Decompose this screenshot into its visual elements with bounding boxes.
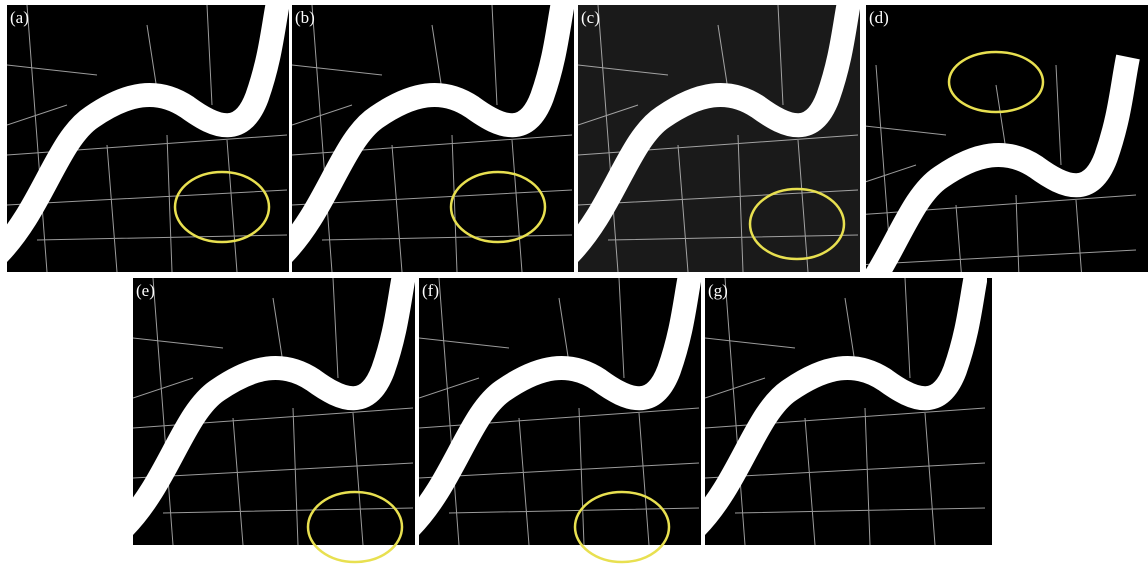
panel-b: (b) [282,0,574,272]
panel-label: (e) [136,281,155,300]
panel-label: (a) [10,8,29,27]
panel-label: (c) [581,8,600,27]
panel-a: (a) [0,0,289,272]
panel-label: (b) [295,8,315,27]
panel-label: (g) [708,281,728,300]
panel-f: (f) [409,270,701,562]
panel-label: (f) [422,281,439,300]
figure: (a) (b) (c) (d) (e) (f) (g) [0,0,1148,564]
panel-e: (e) [123,270,415,562]
panel-g: (g) [695,270,992,545]
panel-c: (c) [568,0,860,272]
panel-label: (d) [869,8,889,27]
